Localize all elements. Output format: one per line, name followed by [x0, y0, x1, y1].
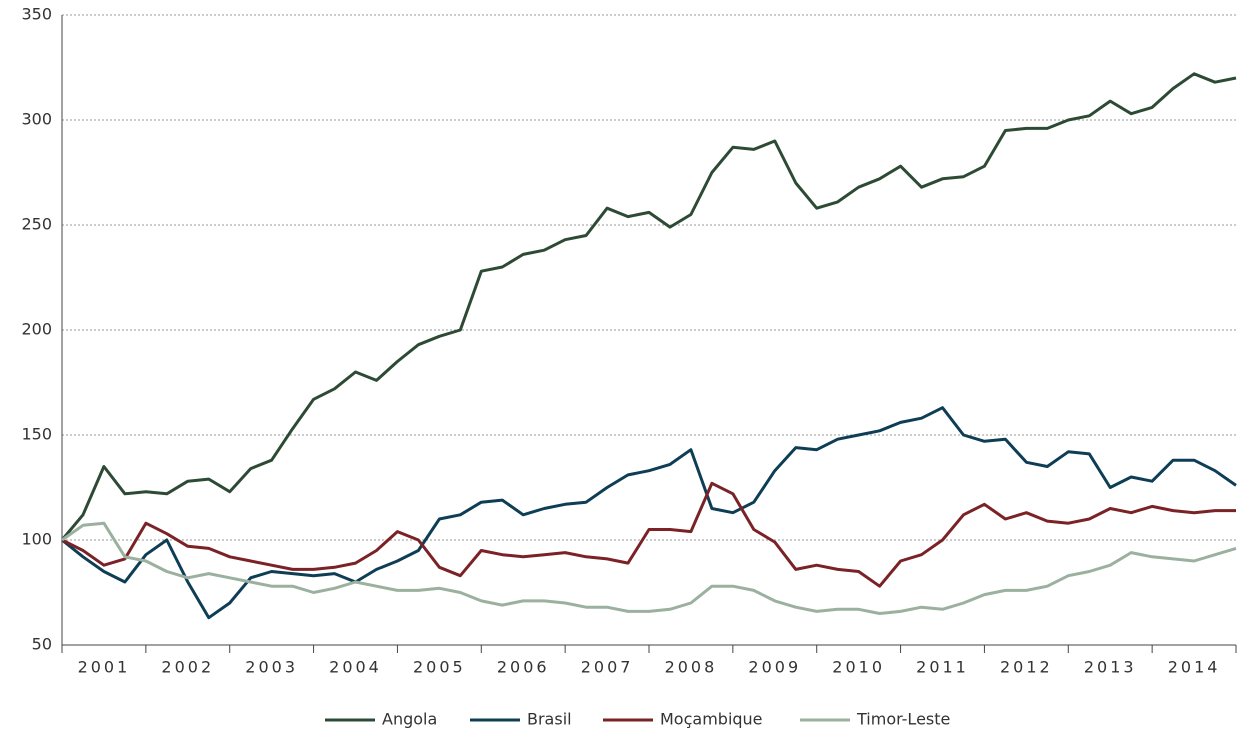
x-tick-label: 2011: [916, 658, 969, 677]
legend-label: Timor-Leste: [856, 710, 950, 729]
x-tick-label: 2001: [78, 658, 131, 677]
y-tick-label: 50: [32, 635, 52, 654]
legend-label: Brasil: [527, 710, 572, 729]
x-tick-label: 2002: [161, 658, 214, 677]
x-tick-label: 2014: [1168, 658, 1221, 677]
y-tick-label: 100: [21, 530, 52, 549]
y-tick-label: 250: [21, 215, 52, 234]
legend-label: Moçambique: [660, 710, 763, 729]
x-tick-label: 2005: [413, 658, 466, 677]
x-tick-label: 2009: [748, 658, 801, 677]
x-tick-label: 2004: [329, 658, 382, 677]
series-line: [61, 481, 1236, 588]
x-tick-label: 2013: [1084, 658, 1137, 677]
x-tick-label: 2007: [581, 658, 634, 677]
y-tick-label: 350: [21, 5, 52, 24]
y-tick-label: 150: [21, 425, 52, 444]
y-tick-label: 300: [21, 110, 52, 129]
x-tick-label: 2012: [1000, 658, 1053, 677]
y-tick-label: 200: [21, 320, 52, 339]
series-line: [61, 521, 1237, 615]
x-tick-label: 2003: [245, 658, 298, 677]
series-line: [61, 406, 1237, 620]
series-line: [60, 72, 1237, 541]
x-tick-label: 2008: [665, 658, 718, 677]
x-tick-label: 2006: [497, 658, 550, 677]
legend-label: Angola: [382, 710, 437, 729]
x-tick-label: 2010: [832, 658, 885, 677]
